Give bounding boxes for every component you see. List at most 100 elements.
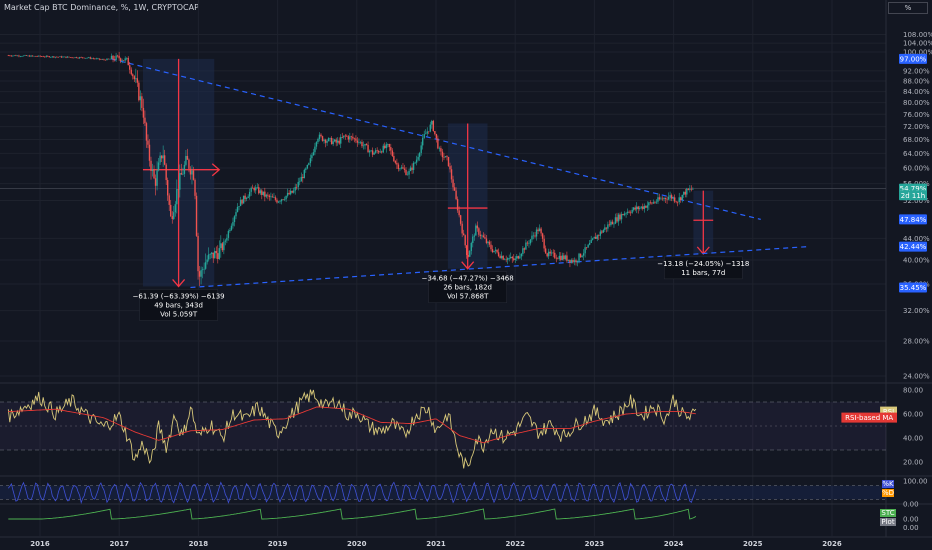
candle-body bbox=[409, 167, 412, 171]
candle-body bbox=[459, 215, 462, 224]
rsi-badge-label: RSI-based MA bbox=[845, 414, 893, 422]
candle-body bbox=[540, 228, 542, 234]
price-badge-label: 35.45% bbox=[900, 284, 927, 292]
candle-body bbox=[629, 212, 632, 214]
rsi-badge bbox=[841, 412, 897, 423]
candle-body bbox=[525, 242, 527, 250]
candle-body bbox=[482, 235, 485, 238]
candle-body bbox=[262, 191, 265, 195]
candle-body bbox=[31, 55, 34, 57]
measure-label-box bbox=[664, 256, 743, 280]
candle-body bbox=[579, 253, 582, 258]
candle-body bbox=[466, 245, 468, 256]
y-tick-label: 28.00% bbox=[903, 338, 930, 346]
candle-body bbox=[666, 199, 668, 200]
candle-body bbox=[171, 216, 173, 219]
candle-body bbox=[356, 140, 359, 143]
candle-body bbox=[259, 190, 261, 194]
candle-body bbox=[221, 243, 224, 251]
candle-body bbox=[481, 235, 483, 237]
candle-body bbox=[24, 55, 26, 56]
candle-body bbox=[273, 197, 275, 198]
x-tick-label: 2017 bbox=[109, 540, 129, 548]
candle-body bbox=[428, 131, 430, 133]
candle-body bbox=[620, 214, 623, 220]
candle-body bbox=[440, 148, 442, 152]
candle-body bbox=[185, 155, 187, 165]
candle-body bbox=[371, 150, 374, 155]
candle-body bbox=[469, 250, 471, 257]
candle-body bbox=[77, 57, 79, 59]
candle-body bbox=[186, 155, 189, 160]
candle-body bbox=[142, 107, 145, 118]
candle-body bbox=[88, 57, 90, 58]
candle-body bbox=[271, 196, 274, 198]
candle-body bbox=[192, 170, 195, 180]
candle-body bbox=[180, 173, 183, 175]
candle-body bbox=[651, 202, 653, 204]
candle-body bbox=[664, 197, 667, 200]
candle-body bbox=[59, 56, 61, 58]
measure-label-text: −34.68 (−47.27%) −3468 bbox=[422, 275, 514, 283]
candle-body bbox=[470, 242, 472, 251]
candle-body bbox=[391, 150, 394, 157]
candle-body bbox=[326, 141, 328, 143]
y-tick-label: 24.00% bbox=[903, 373, 930, 381]
candle-body bbox=[320, 134, 322, 137]
candle-body bbox=[686, 188, 688, 195]
candle-body bbox=[412, 162, 415, 170]
candle-body bbox=[464, 235, 466, 246]
candle-body bbox=[446, 156, 448, 157]
candle-body bbox=[341, 137, 343, 138]
price-badge-label: 97.00% bbox=[900, 55, 927, 63]
candle-body bbox=[505, 259, 507, 261]
price-badge bbox=[899, 190, 927, 201]
candle-body bbox=[429, 124, 431, 132]
candle-body bbox=[204, 262, 207, 269]
measure-label-text: Vol 5.059T bbox=[160, 310, 198, 318]
rsi-line bbox=[7, 389, 697, 469]
candle-body bbox=[487, 241, 489, 244]
unit-toggle-button[interactable]: % bbox=[888, 2, 928, 14]
candle-body bbox=[53, 56, 55, 58]
candle-body bbox=[177, 189, 180, 190]
candle-body bbox=[582, 253, 585, 256]
candle-body bbox=[605, 227, 608, 229]
candle-body bbox=[214, 250, 216, 259]
candle-body bbox=[126, 57, 128, 59]
candle-body bbox=[602, 230, 605, 233]
candle-body bbox=[595, 236, 597, 239]
measure-arrowhead-down bbox=[172, 279, 186, 288]
candle-body bbox=[613, 223, 615, 225]
candle-body bbox=[176, 189, 178, 205]
candle-body bbox=[227, 230, 230, 238]
rsi-badge bbox=[880, 406, 897, 417]
measure-arrowhead-down bbox=[461, 261, 475, 270]
candle-body bbox=[364, 143, 366, 146]
stoch-k-line bbox=[7, 481, 697, 505]
candle-body bbox=[318, 134, 321, 139]
candle-body bbox=[48, 56, 51, 58]
candle-body bbox=[60, 56, 63, 58]
candle-body bbox=[329, 137, 331, 139]
stc-badge bbox=[880, 509, 896, 517]
candle-body bbox=[669, 195, 671, 197]
candle-body bbox=[109, 58, 111, 60]
candle-body bbox=[165, 164, 167, 181]
candle-body bbox=[625, 213, 627, 214]
candle-body bbox=[144, 117, 146, 124]
candle-body bbox=[86, 57, 88, 59]
candle-body bbox=[289, 190, 292, 195]
candle-body bbox=[652, 202, 655, 204]
measure-label-text: −61.39 (−63.39%) −6139 bbox=[133, 292, 225, 300]
candle-body bbox=[69, 57, 72, 58]
candle-body bbox=[547, 251, 550, 257]
candle-body bbox=[353, 138, 356, 140]
candle-body bbox=[303, 169, 306, 179]
candle-body bbox=[200, 270, 202, 277]
candle-body bbox=[36, 56, 38, 57]
candle-body bbox=[327, 138, 330, 142]
candle-body bbox=[250, 187, 252, 192]
candle-body bbox=[435, 133, 438, 139]
